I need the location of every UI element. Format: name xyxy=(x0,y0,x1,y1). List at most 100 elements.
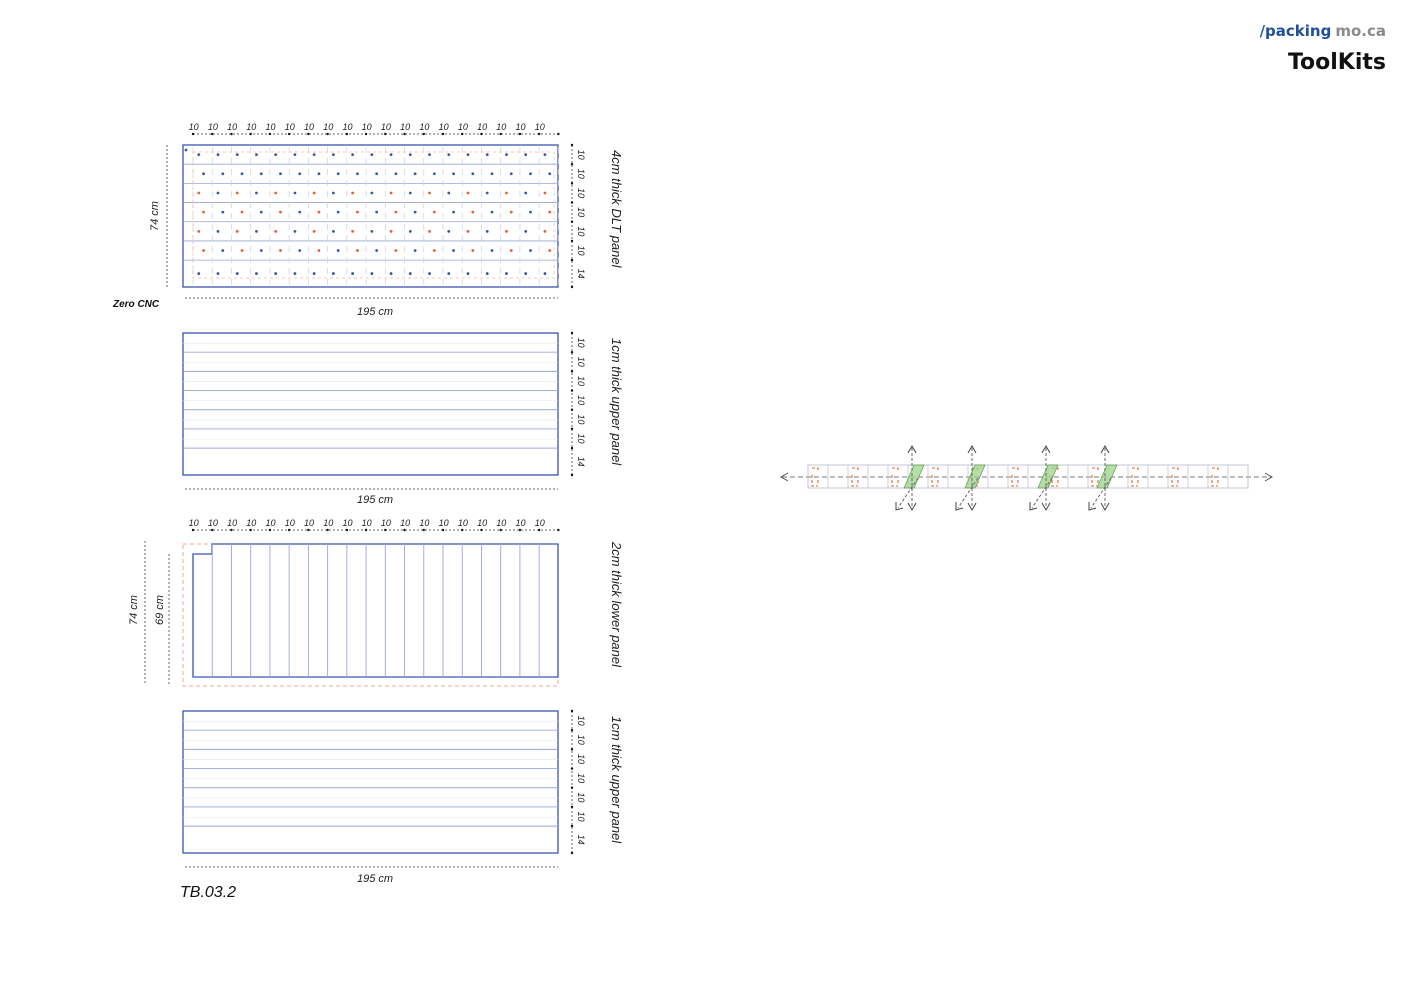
dowel-dot xyxy=(331,191,335,195)
dowel-dot xyxy=(216,191,220,195)
dim-tick xyxy=(570,408,574,411)
dim-tick xyxy=(570,143,574,147)
dim-tick xyxy=(570,285,574,289)
top-dim-label: 10 xyxy=(381,518,391,528)
dowel-dot xyxy=(370,153,374,156)
panel-lower-inner-height-label: 69 cm xyxy=(154,595,166,625)
top-dim-label: 10 xyxy=(439,122,449,132)
top-dim-label: 10 xyxy=(189,518,199,528)
panel-upper-1-outline xyxy=(182,332,559,476)
dowel-dot-orange xyxy=(356,249,359,252)
dowel-dot xyxy=(216,229,220,233)
dowel-dot xyxy=(490,172,494,176)
dowel-dot xyxy=(413,249,417,252)
dowel-dot xyxy=(259,210,263,214)
top-dim-label: 10 xyxy=(227,518,237,528)
dowel-dot-orange xyxy=(317,210,321,214)
dim-tick xyxy=(537,528,541,532)
dim-tick xyxy=(499,528,502,532)
panel-lower-outline xyxy=(192,543,559,678)
dowel-dot xyxy=(298,249,302,252)
top-dim-label: 10 xyxy=(304,122,314,132)
dim-tick xyxy=(403,528,406,532)
dim-tick xyxy=(570,767,574,770)
dim-tick xyxy=(499,132,502,136)
top-dim-label: 10 xyxy=(477,518,487,528)
top-dim-label: 10 xyxy=(516,122,526,132)
dowel-dot-orange xyxy=(274,191,278,195)
dim-tick xyxy=(461,132,464,136)
dowel-dot xyxy=(331,229,335,233)
dim-tick xyxy=(570,786,574,789)
dowel-dot xyxy=(216,272,220,275)
diagonal-arrow-line xyxy=(1031,477,1053,509)
dowel-dot xyxy=(447,153,451,156)
dowel-dot xyxy=(259,172,263,176)
dim-tick xyxy=(570,350,574,354)
dowel-dot xyxy=(255,272,258,275)
panel-lower-top-dims: 10 10 10 10 10 10 10 10 10 10 10 10 10 10 10 10 10 10 10 xyxy=(189,518,560,532)
dowel-dot xyxy=(524,229,528,233)
arrow-down-icon xyxy=(907,502,917,512)
dowel-dot-orange xyxy=(466,191,470,195)
side-dim-label: 10 xyxy=(576,754,586,764)
top-dim-label: 10 xyxy=(208,518,218,528)
dowel-dot xyxy=(370,272,374,275)
dim-tick xyxy=(230,132,233,136)
brand-slash: / xyxy=(1259,22,1266,40)
dowel-dot xyxy=(524,153,528,156)
dowel-dot xyxy=(447,229,451,233)
dowel-dot xyxy=(408,153,412,156)
dowel-dot-orange xyxy=(466,229,470,233)
dim-tick xyxy=(422,132,425,136)
arrow-up-icon xyxy=(1041,444,1051,454)
dim-tick xyxy=(570,258,574,262)
dowel-dot-orange xyxy=(197,229,201,233)
dim-tick xyxy=(570,446,574,450)
dowel-dot xyxy=(485,191,489,195)
dowel-dot xyxy=(389,272,393,275)
dim-tick xyxy=(384,132,387,136)
side-dim-label: 10 xyxy=(576,395,586,405)
arrow-up-icon xyxy=(907,444,917,454)
dowel-dot-orange xyxy=(202,210,205,214)
dowel-dot xyxy=(466,153,470,156)
dowel-dot xyxy=(259,249,263,252)
dowel-dot xyxy=(370,191,374,195)
strip-bracket xyxy=(1171,467,1179,487)
dowel-dot xyxy=(452,210,455,214)
diagonal-cut xyxy=(1037,464,1059,489)
dowel-dot-orange xyxy=(389,229,393,233)
dim-tick xyxy=(422,528,425,532)
dowel-dot xyxy=(447,272,451,275)
panel-dlt: 10 10 10 10 10 10 10 10 10 10 10 10 10 10 10 10 10 10 10 1… xyxy=(112,122,624,318)
dim-tick xyxy=(570,709,574,713)
dim-tick xyxy=(268,132,272,136)
panel-dlt-height-label: 74 cm xyxy=(149,201,161,231)
side-dim-label: 10 xyxy=(576,735,586,745)
top-dim-label: 10 xyxy=(419,122,429,132)
top-dim-label: 10 xyxy=(304,518,314,528)
arrow-down-icon xyxy=(967,502,977,512)
dowel-dot-orange xyxy=(543,191,547,195)
side-dim-label: 10 xyxy=(576,246,586,256)
dim-tick xyxy=(570,748,574,751)
dowel-dot-orange xyxy=(235,229,239,233)
strip-bracket xyxy=(851,467,859,487)
dim-tick xyxy=(211,528,214,532)
dim-tick xyxy=(441,132,445,136)
diagonal-cut xyxy=(903,464,925,489)
top-dim-label: 10 xyxy=(323,518,333,528)
dowel-dot xyxy=(221,249,225,252)
dowel-dot xyxy=(413,210,417,214)
dowel-dot xyxy=(293,153,297,156)
dowel-dot-orange xyxy=(509,249,513,252)
dim-tick xyxy=(191,132,195,136)
dowel-dot xyxy=(274,153,278,156)
dowel-dot xyxy=(370,229,374,233)
arrow-left-icon xyxy=(779,472,789,482)
brand-logo: /packing mo.ca xyxy=(1260,22,1386,40)
top-dim-label: 10 xyxy=(323,122,333,132)
dowel-dot xyxy=(471,172,475,176)
dowel-dot xyxy=(356,172,359,176)
